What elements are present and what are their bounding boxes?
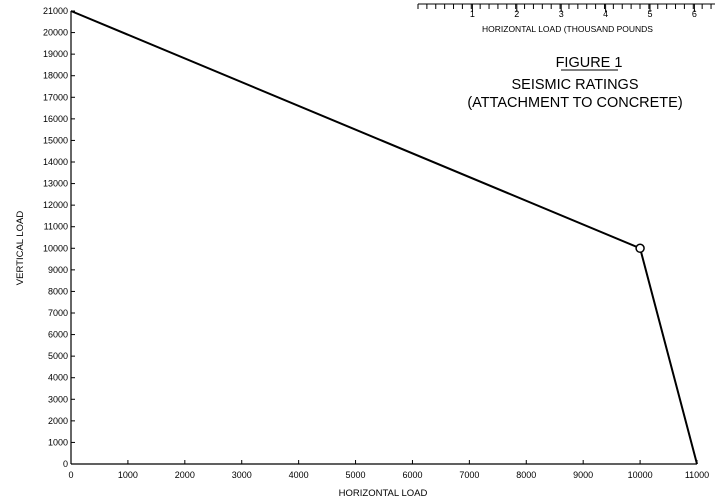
y-tick-label: 20000 xyxy=(43,28,68,38)
y-tick-label: 9000 xyxy=(48,265,68,275)
y-tick-label: 15000 xyxy=(43,135,68,145)
x-axis-title: HORIZONTAL LOAD xyxy=(339,488,428,499)
y-axis: 0 1000 2000 3000 4000 5000 6000 7000 8000 9000 100… xyxy=(43,6,75,469)
y-tick-label: 1000 xyxy=(48,437,68,447)
y-tick-label: 19000 xyxy=(43,49,68,59)
inset-tick-label: 2 xyxy=(514,9,519,19)
y-tick-label: 17000 xyxy=(43,92,68,102)
x-tick-label: 4000 xyxy=(289,470,309,480)
y-tick-label: 13000 xyxy=(43,179,68,189)
x-tick-label: 8000 xyxy=(516,470,536,480)
y-tick-label: 4000 xyxy=(48,373,68,383)
y-tick-label: 0 xyxy=(63,459,68,469)
y-tick-label: 5000 xyxy=(48,351,68,361)
y-tick-label: 12000 xyxy=(43,200,68,210)
figure-label: FIGURE 1 xyxy=(556,55,623,71)
x-tick-label: 5000 xyxy=(346,470,366,480)
x-tick-label: 9000 xyxy=(573,470,593,480)
x-tick-label: 11000 xyxy=(685,470,709,480)
y-tick-label: 2000 xyxy=(48,416,68,426)
x-tick-label: 6000 xyxy=(402,470,422,480)
x-tick-label: 10000 xyxy=(628,470,653,480)
inset-tick-label: 6 xyxy=(692,9,697,19)
y-tick-label: 21000 xyxy=(43,6,68,16)
data-point-marker xyxy=(635,243,645,254)
x-tick-label: 0 xyxy=(68,470,73,480)
y-tick-label: 11000 xyxy=(44,222,68,232)
chart-title: SEISMIC RATINGS xyxy=(511,77,638,93)
y-tick-label: 7000 xyxy=(48,308,68,318)
x-tick-label: 2000 xyxy=(175,470,195,480)
chart-subtitle: (ATTACHMENT TO CONCRETE) xyxy=(467,95,682,111)
x-tick-label: 3000 xyxy=(232,470,252,480)
y-tick-label: 3000 xyxy=(48,394,68,404)
series-layer xyxy=(70,10,698,465)
x-tick-label: 7000 xyxy=(459,470,479,480)
inset-tick-label: 4 xyxy=(603,9,608,19)
inset-axis-title: HORIZONTAL LOAD (THOUSAND POUNDS xyxy=(482,24,653,34)
y-axis-title: VERTICAL LOAD xyxy=(15,211,26,286)
x-axis: 0 1000 2000 3000 4000 5000 6000 7000 8000 9000 100… xyxy=(68,460,709,480)
inset-scale-axis: 1 2 3 4 5 6 xyxy=(417,3,715,19)
y-tick-label: 6000 xyxy=(48,330,68,340)
inset-tick-label: 3 xyxy=(559,9,564,19)
x-tick-label: 1000 xyxy=(118,470,138,480)
y-tick-label: 10000 xyxy=(43,243,68,253)
inset-tick-label: 5 xyxy=(647,9,652,19)
inset-tick-label: 1 xyxy=(470,9,475,19)
y-tick-label: 8000 xyxy=(48,286,68,296)
y-tick-label: 16000 xyxy=(43,114,68,124)
y-tick-label: 18000 xyxy=(43,71,68,81)
y-tick-label: 14000 xyxy=(43,157,68,167)
